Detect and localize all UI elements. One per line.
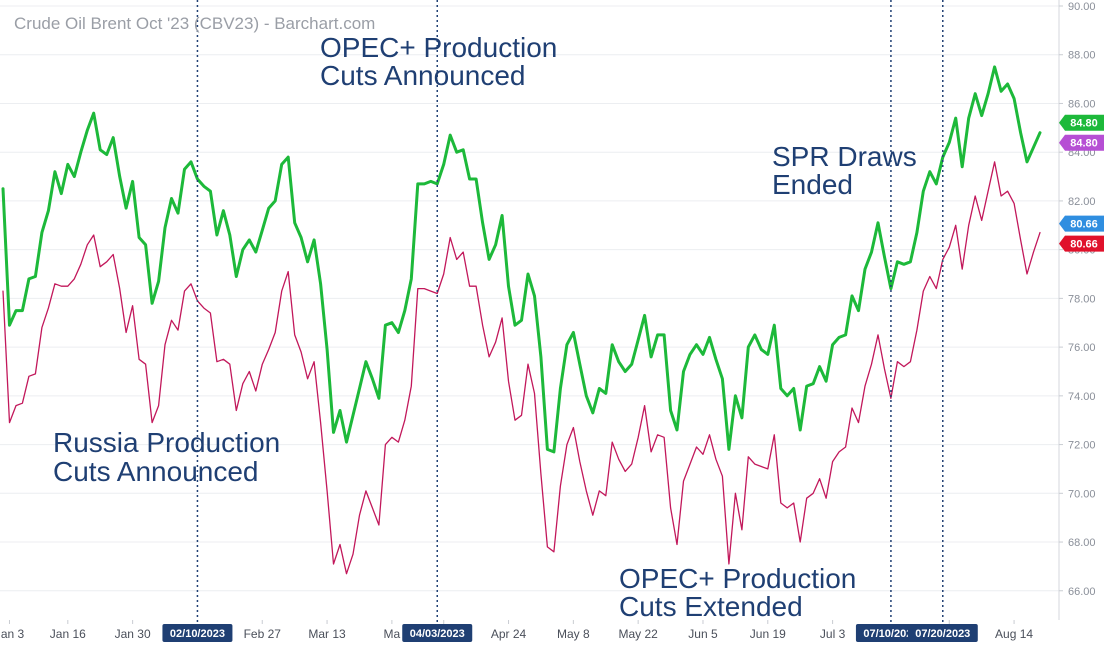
y-tick-label-6: 78.00 (1068, 293, 1096, 305)
price-label-bg-1 (1059, 134, 1104, 151)
annotations: OPEC+ Production Cuts Announced Russia P… (53, 32, 917, 622)
x-tick-label-7: Apr 24 (491, 627, 527, 641)
y-tick-label-10: 86.00 (1068, 98, 1096, 110)
y-axis: 66.0068.0070.0072.0074.0076.0078.0080.00… (1058, 0, 1096, 620)
series-line-cbv23 (1, 65, 1042, 454)
marker-label-0: 02/10/2023 (170, 628, 225, 640)
y-tick-label-12: 90.00 (1068, 1, 1096, 13)
marker-label-3: 07/20/2023 (915, 628, 970, 640)
x-tick-label-0: Jan 3 (0, 627, 24, 641)
series-group (1, 65, 1042, 575)
y-tick-label-1: 68.00 (1068, 537, 1096, 549)
marker-label-2: 07/10/2023 (863, 628, 918, 640)
price-label-2: 80.66 (1059, 215, 1104, 232)
grid-lines (0, 5, 1059, 592)
price-label-text-3: 80.66 (1070, 239, 1098, 251)
y-tick-label-8: 82.00 (1068, 196, 1096, 208)
y-tick-label-0: 66.00 (1068, 586, 1096, 598)
x-tick-label-5: Ma (384, 627, 401, 641)
x-tick-label-3: Feb 27 (244, 627, 282, 641)
y-tick-label-11: 88.00 (1068, 50, 1096, 62)
price-labels: 84.80 84.80 80.66 80.66 (1059, 114, 1104, 252)
price-label-text-0: 84.80 (1070, 118, 1098, 130)
price-label-bg-2 (1059, 215, 1104, 232)
price-label-0: 84.80 (1059, 114, 1104, 131)
y-tick-label-4: 74.00 (1068, 391, 1096, 403)
y-tick-label-3: 72.00 (1068, 440, 1096, 452)
marker-flag-0 (162, 624, 233, 642)
annotation-spr-line2: Ended (772, 169, 853, 200)
annotation-opec-extended-line1: OPEC+ Production (619, 563, 856, 594)
x-tick-label-14: Aug 14 (995, 627, 1033, 641)
price-label-bg-3 (1059, 235, 1104, 252)
x-tick-label-1: Jan 16 (50, 627, 86, 641)
annotation-spr-line1: SPR Draws (772, 141, 917, 172)
price-label-text-2: 80.66 (1070, 219, 1098, 231)
x-tick-label-8: May 8 (557, 627, 590, 641)
annotation-russia-cuts-line1: Russia Production (53, 427, 280, 458)
price-label-bg-0 (1059, 114, 1104, 131)
y-tick-label-2: 70.00 (1068, 488, 1096, 500)
x-tick-label-2: Jan 30 (115, 627, 151, 641)
chart-title: Crude Oil Brent Oct '23 (CBV23) - Barcha… (14, 14, 375, 33)
annotation-opec-cuts-line2: Cuts Announced (320, 60, 526, 91)
series-line-comparison (2, 161, 1041, 575)
annotation-russia-cuts-line2: Cuts Announced (53, 456, 259, 487)
x-tick-label-10: Jun 5 (688, 627, 718, 641)
y-tick-label-5: 76.00 (1068, 342, 1096, 354)
marker-flag-1 (402, 624, 473, 642)
price-label-text-1: 84.80 (1070, 138, 1098, 150)
x-tick-label-4: Mar 13 (308, 627, 346, 641)
price-label-1: 84.80 (1059, 134, 1104, 151)
price-label-3: 80.66 (1059, 235, 1104, 252)
x-tick-label-9: May 22 (618, 627, 658, 641)
marker-label-1: 04/03/2023 (410, 628, 465, 640)
annotation-opec-cuts-line1: OPEC+ Production (320, 32, 557, 63)
x-tick-label-12: Jul 3 (820, 627, 846, 641)
annotation-opec-extended-line2: Cuts Extended (619, 591, 803, 622)
x-tick-label-11: Jun 19 (750, 627, 786, 641)
marker-flag-3 (907, 624, 978, 642)
